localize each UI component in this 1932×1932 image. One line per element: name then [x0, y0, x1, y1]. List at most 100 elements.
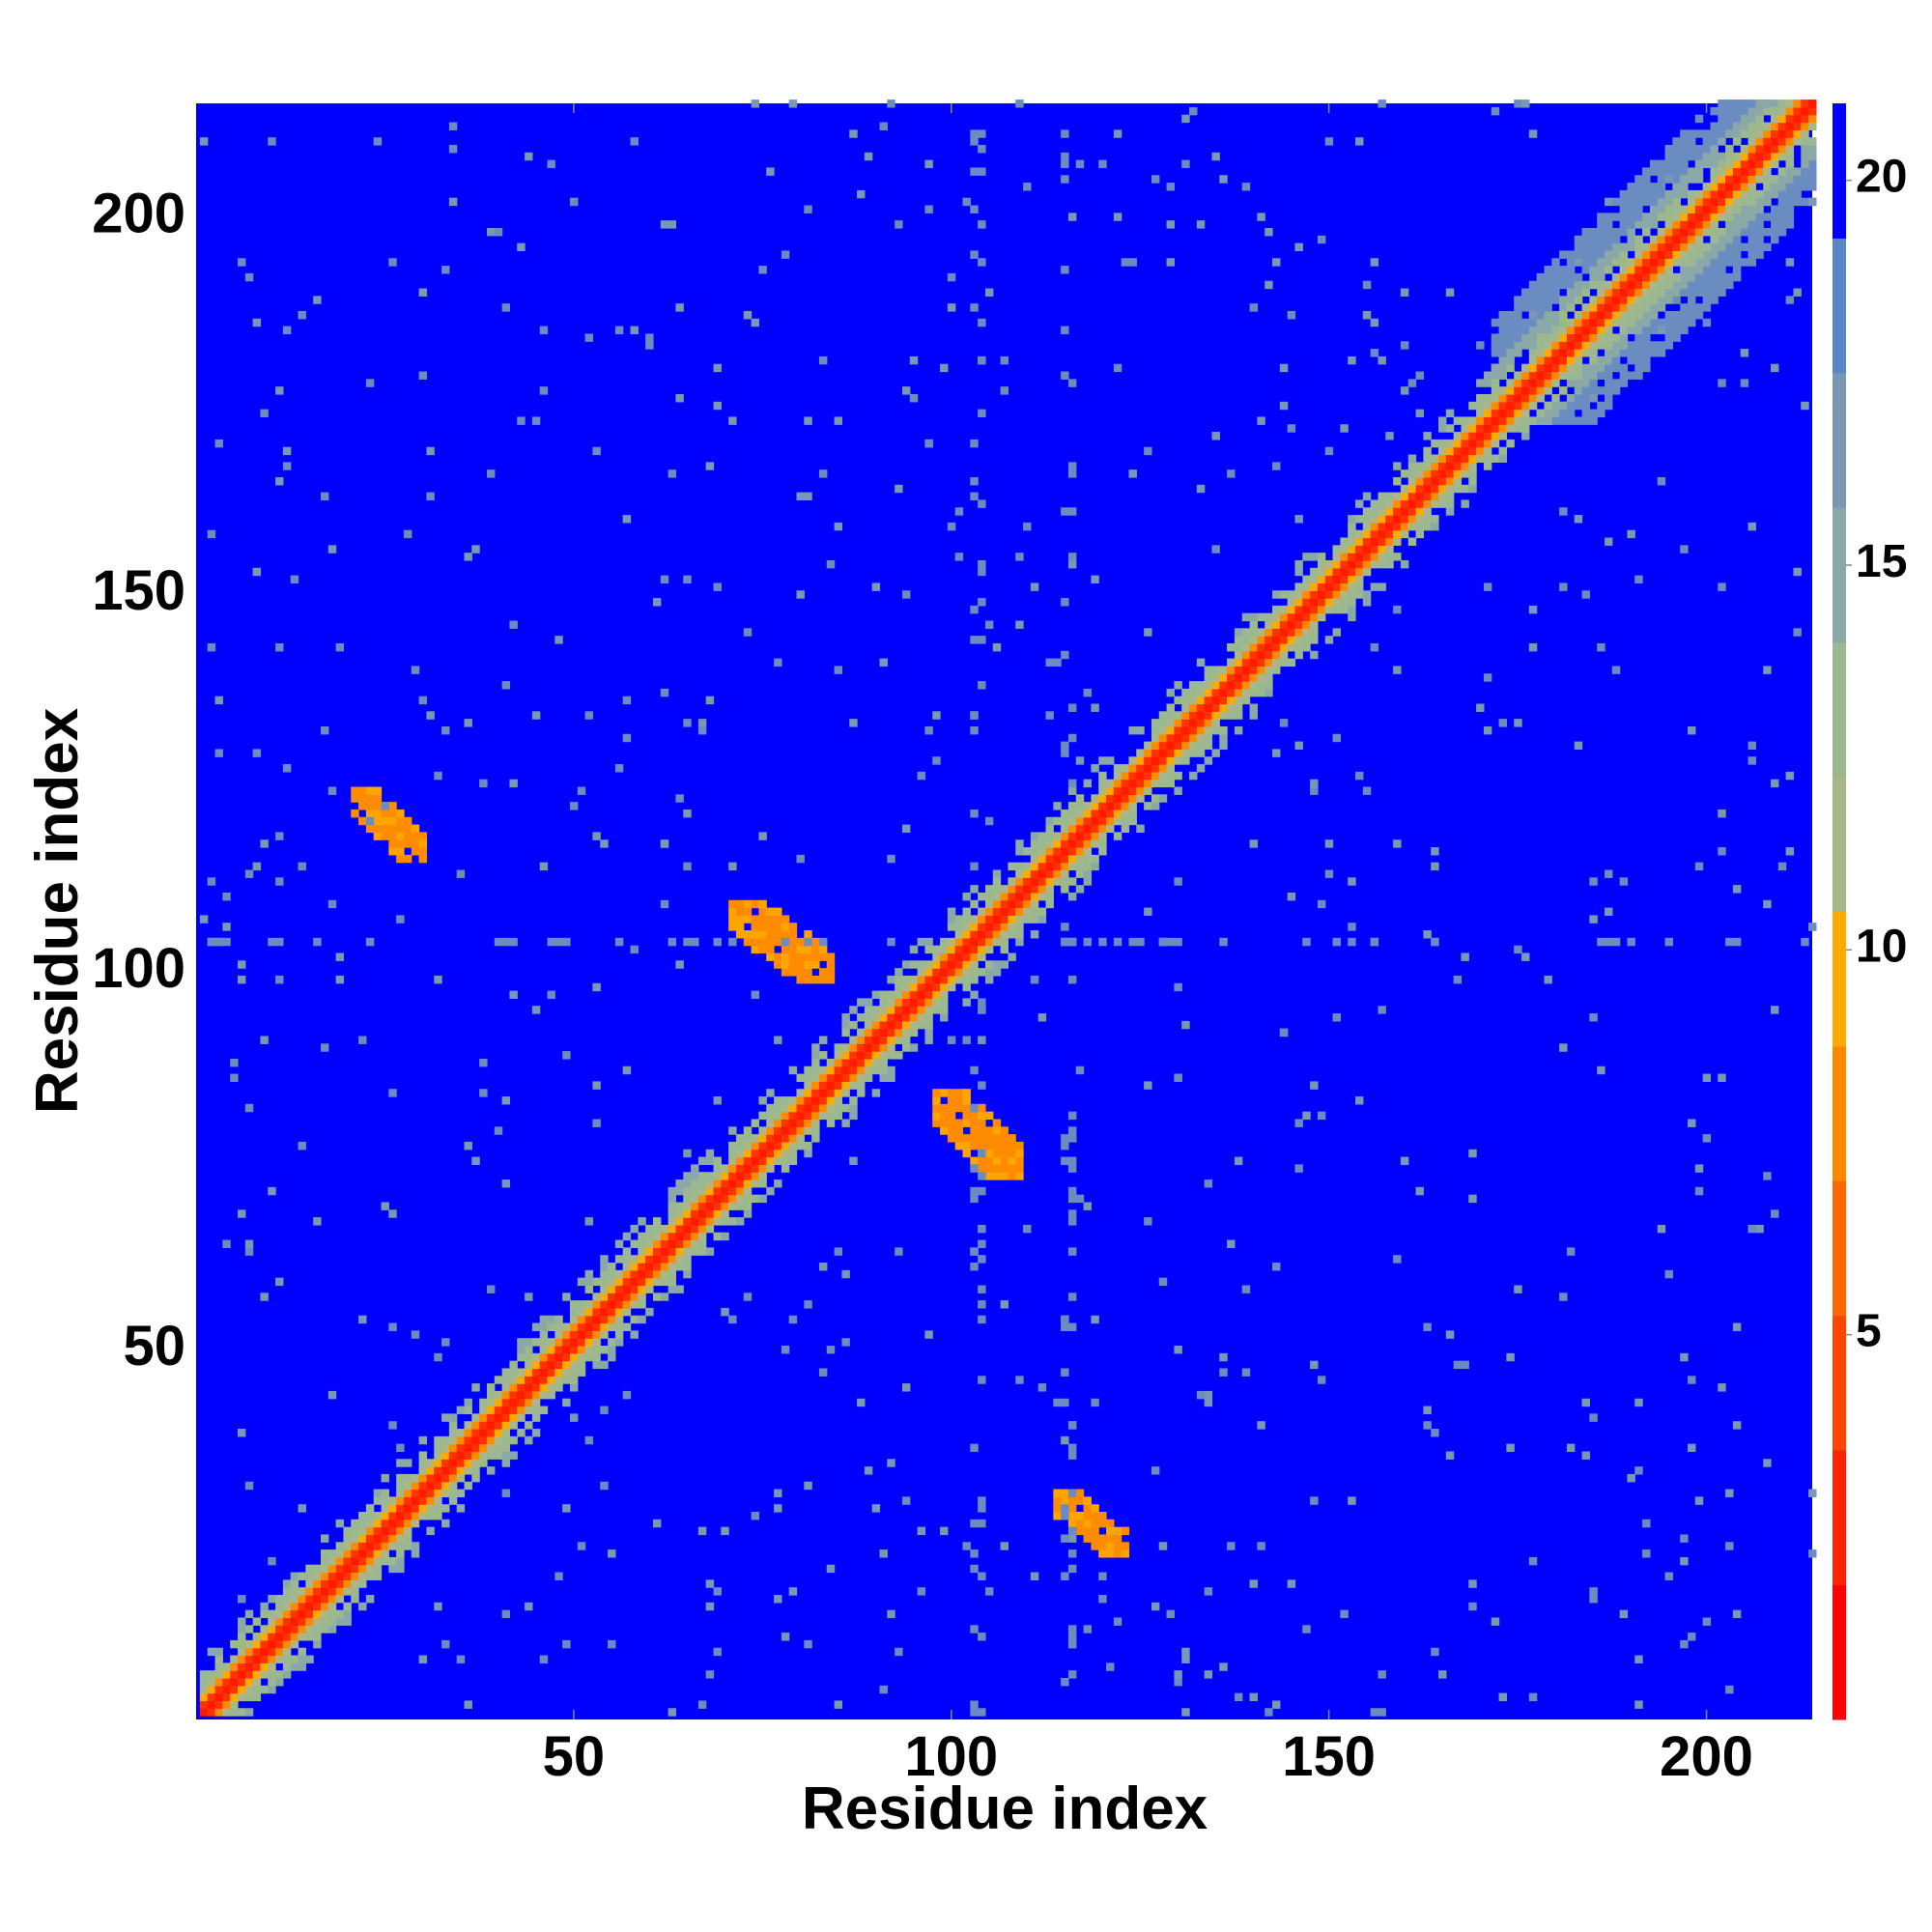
- heatmap-cell: [1634, 371, 1643, 380]
- heatmap-cell: [1627, 205, 1635, 213]
- heatmap-cell: [1506, 1352, 1515, 1362]
- heatmap-cell: [1445, 476, 1455, 486]
- heatmap-cell: [1061, 877, 1069, 886]
- heatmap-cell: [1514, 379, 1522, 387]
- heatmap-cell: [1688, 266, 1696, 274]
- heatmap-cell: [1566, 349, 1576, 357]
- heatmap-cell: [834, 666, 843, 674]
- heatmap-cell: [774, 915, 782, 923]
- heatmap-cell: [358, 1534, 367, 1543]
- heatmap-cell: [1672, 326, 1681, 335]
- heatmap-cell: [1801, 129, 1809, 138]
- heatmap-cell: [1385, 522, 1394, 531]
- heatmap-cell: [351, 1542, 359, 1550]
- heatmap-cell: [1544, 288, 1552, 297]
- heatmap-cell: [1725, 280, 1734, 290]
- heatmap-cell: [509, 1406, 518, 1414]
- heatmap-cell: [1340, 553, 1349, 561]
- heatmap-cell: [788, 1156, 798, 1165]
- heatmap-cell: [992, 1164, 1002, 1173]
- heatmap-cell: [268, 1617, 276, 1626]
- heatmap-cell: [547, 990, 555, 1000]
- heatmap-cell: [547, 1360, 555, 1370]
- heatmap-cell: [1574, 371, 1583, 380]
- heatmap-cell: [668, 1194, 677, 1204]
- heatmap-cell: [1581, 393, 1590, 403]
- heatmap-cell: [962, 937, 971, 947]
- heatmap-cell: [962, 923, 971, 931]
- heatmap-cell: [796, 1126, 805, 1135]
- heatmap-cell: [584, 1315, 594, 1324]
- heatmap-cell: [697, 1172, 707, 1180]
- heatmap-cell: [1310, 612, 1319, 622]
- heatmap-cell: [381, 816, 389, 826]
- heatmap-cell: [1083, 832, 1093, 840]
- heatmap-cell: [1559, 409, 1568, 418]
- heatmap-cell: [1181, 1020, 1190, 1030]
- heatmap-cell: [1785, 258, 1795, 267]
- heatmap-cell: [901, 386, 911, 395]
- heatmap-cell: [441, 1435, 450, 1445]
- heatmap-cell: [584, 1322, 594, 1331]
- heatmap-cell: [441, 1451, 450, 1460]
- heatmap-cell: [962, 960, 971, 969]
- heatmap-cell: [1362, 310, 1372, 320]
- heatmap-cell: [1694, 167, 1704, 176]
- heatmap-cell: [1083, 854, 1093, 864]
- heatmap-cell: [970, 636, 979, 644]
- heatmap-cell: [728, 1179, 737, 1188]
- heatmap-cell: [895, 998, 903, 1007]
- heatmap-cell: [494, 1429, 503, 1437]
- heatmap-cell: [1453, 476, 1463, 486]
- heatmap-cell: [1710, 189, 1719, 199]
- heatmap-cell: [1528, 303, 1538, 312]
- heatmap-cell: [501, 1421, 511, 1430]
- heatmap-cell: [1498, 409, 1507, 418]
- heatmap-cell: [403, 1526, 412, 1536]
- heatmap-cell: [1574, 280, 1583, 290]
- heatmap-cell: [962, 968, 971, 977]
- heatmap-cell: [381, 1542, 389, 1550]
- heatmap-cell: [751, 1134, 760, 1143]
- heatmap-cell: [947, 522, 956, 531]
- heatmap-cell: [1536, 318, 1546, 327]
- heatmap-cell: [1219, 1368, 1228, 1377]
- heatmap-cell: [947, 982, 956, 992]
- heatmap-cell: [1083, 779, 1093, 788]
- heatmap-cell: [1574, 326, 1583, 335]
- heatmap-cell: [622, 1263, 632, 1271]
- heatmap-cell: [735, 1156, 745, 1165]
- heatmap-cell: [705, 1179, 715, 1188]
- heatmap-cell: [691, 1164, 699, 1173]
- heatmap-cell: [970, 937, 979, 947]
- heatmap-cell: [1204, 673, 1213, 682]
- heatmap-cell: [539, 1383, 549, 1392]
- heatmap-cell: [1438, 476, 1447, 486]
- heatmap-cell: [1407, 379, 1417, 387]
- heatmap-cell: [630, 1293, 639, 1301]
- heatmap-cell: [381, 1549, 389, 1558]
- heatmap-cell: [721, 1307, 729, 1317]
- heatmap-cell: [924, 439, 933, 448]
- heatmap-cell: [1755, 129, 1764, 138]
- heatmap-cell: [388, 1512, 397, 1520]
- heatmap-cell: [766, 1164, 775, 1173]
- heatmap-cell: [1597, 371, 1605, 380]
- heatmap-cell: [1785, 137, 1795, 146]
- heatmap-cell: [1649, 205, 1659, 213]
- heatmap-cell: [1241, 658, 1251, 668]
- heatmap-cell: [1181, 741, 1190, 751]
- heatmap-cell: [887, 990, 895, 1000]
- heatmap-cell: [396, 1496, 405, 1505]
- heatmap-cell: [1378, 355, 1386, 365]
- heatmap-cell: [1680, 137, 1689, 146]
- heatmap-cell: [1166, 741, 1175, 751]
- heatmap-cell: [1196, 1390, 1206, 1400]
- heatmap-cell: [260, 1639, 269, 1649]
- heatmap-cell: [577, 1300, 586, 1309]
- heatmap-cell: [1732, 1609, 1742, 1619]
- heatmap-cell: [683, 719, 692, 727]
- heatmap-cell: [1491, 409, 1500, 418]
- heatmap-cell: [1589, 235, 1598, 244]
- heatmap-cell: [1619, 205, 1629, 213]
